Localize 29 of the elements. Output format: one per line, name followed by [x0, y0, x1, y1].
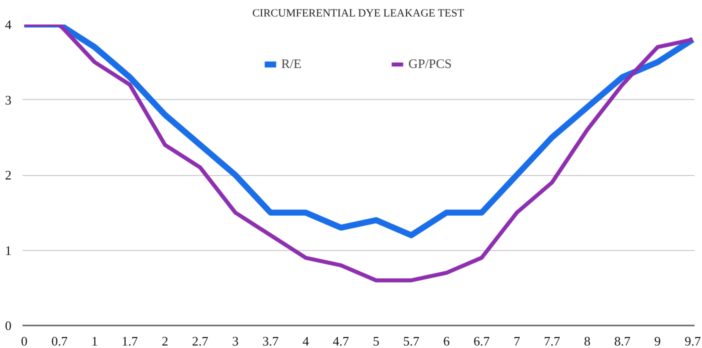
legend-label: GP/PCS [408, 56, 452, 72]
x-tick-label: 9 [654, 334, 661, 348]
x-tick-label: 7.7 [544, 334, 561, 348]
y-tick-label: 2 [5, 168, 12, 182]
x-tick-label: 7 [514, 334, 521, 348]
x-tick-label: 3 [232, 334, 239, 348]
x-tick-label: 3.7 [262, 334, 280, 348]
line-series [22, 24, 694, 282]
x-tick-label: 2 [162, 334, 168, 348]
x-tick-label: 0.7 [51, 334, 68, 348]
x-tick-label: 5.7 [403, 334, 420, 348]
x-tick-label: 1.7 [122, 334, 138, 348]
x-tick-label: 4 [302, 334, 310, 348]
x-tick-label: 6 [443, 334, 450, 348]
x-tick-label: 1 [91, 334, 98, 348]
x-tick-label: 4.7 [332, 334, 350, 348]
x-tick-label: 6.7 [474, 334, 490, 348]
x-tick-label: 8 [584, 334, 590, 348]
legend-label: R/E [281, 56, 302, 72]
y-tick-label: 0 [5, 318, 12, 333]
x-tick-label: 5 [372, 334, 380, 348]
x-tick-label: 8.7 [614, 334, 631, 348]
y-tick-label: 3 [5, 92, 12, 108]
y-tick-label: 4 [5, 17, 12, 32]
x-tick-label: 2.7 [192, 334, 209, 348]
x-tick-label: 0 [21, 334, 28, 348]
chart-title: CIRCUMFERENTIAL DYE LEAKAGE TEST [252, 8, 464, 20]
x-tick-label: 9.7 [684, 334, 702, 348]
y-tick-label: 1 [5, 242, 12, 258]
